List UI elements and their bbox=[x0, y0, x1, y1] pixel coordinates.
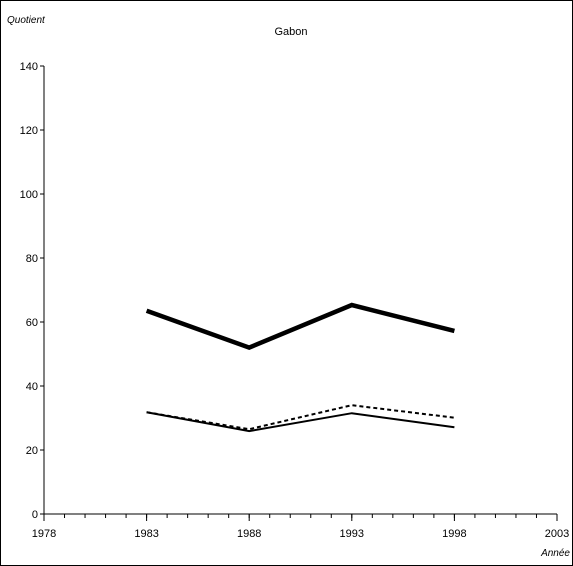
y-tick-label: 120 bbox=[20, 125, 38, 137]
x-tick-label: 1983 bbox=[134, 528, 158, 540]
y-tick-label: 100 bbox=[20, 189, 38, 201]
x-tick-label: 1993 bbox=[340, 528, 364, 540]
x-axis-title: Année bbox=[540, 548, 570, 559]
y-tick-label: 0 bbox=[32, 509, 38, 521]
x-tick-label: 1988 bbox=[237, 528, 261, 540]
chart-title: Gabon bbox=[274, 26, 307, 38]
y-axis-ticks: 0 20 40 60 80 100 120 140 bbox=[20, 61, 44, 521]
x-axis-ticks: 1978 1983 1988 1993 1998 2003 bbox=[32, 514, 569, 540]
series-line-1-thick bbox=[145, 302, 455, 351]
y-tick-label: 40 bbox=[26, 381, 38, 393]
x-tick-label: 1978 bbox=[32, 528, 56, 540]
series-line-2-dashed bbox=[146, 404, 455, 431]
y-tick-label: 20 bbox=[26, 445, 38, 457]
y-axis-title: Quotient bbox=[7, 15, 46, 26]
y-tick-label: 60 bbox=[26, 317, 38, 329]
series-line-3-thin bbox=[146, 411, 455, 433]
x-tick-label: 2003 bbox=[545, 528, 569, 540]
y-tick-label: 140 bbox=[20, 61, 38, 73]
series-layer bbox=[145, 302, 455, 433]
x-tick-label: 1998 bbox=[442, 528, 466, 540]
y-tick-label: 80 bbox=[26, 253, 38, 265]
